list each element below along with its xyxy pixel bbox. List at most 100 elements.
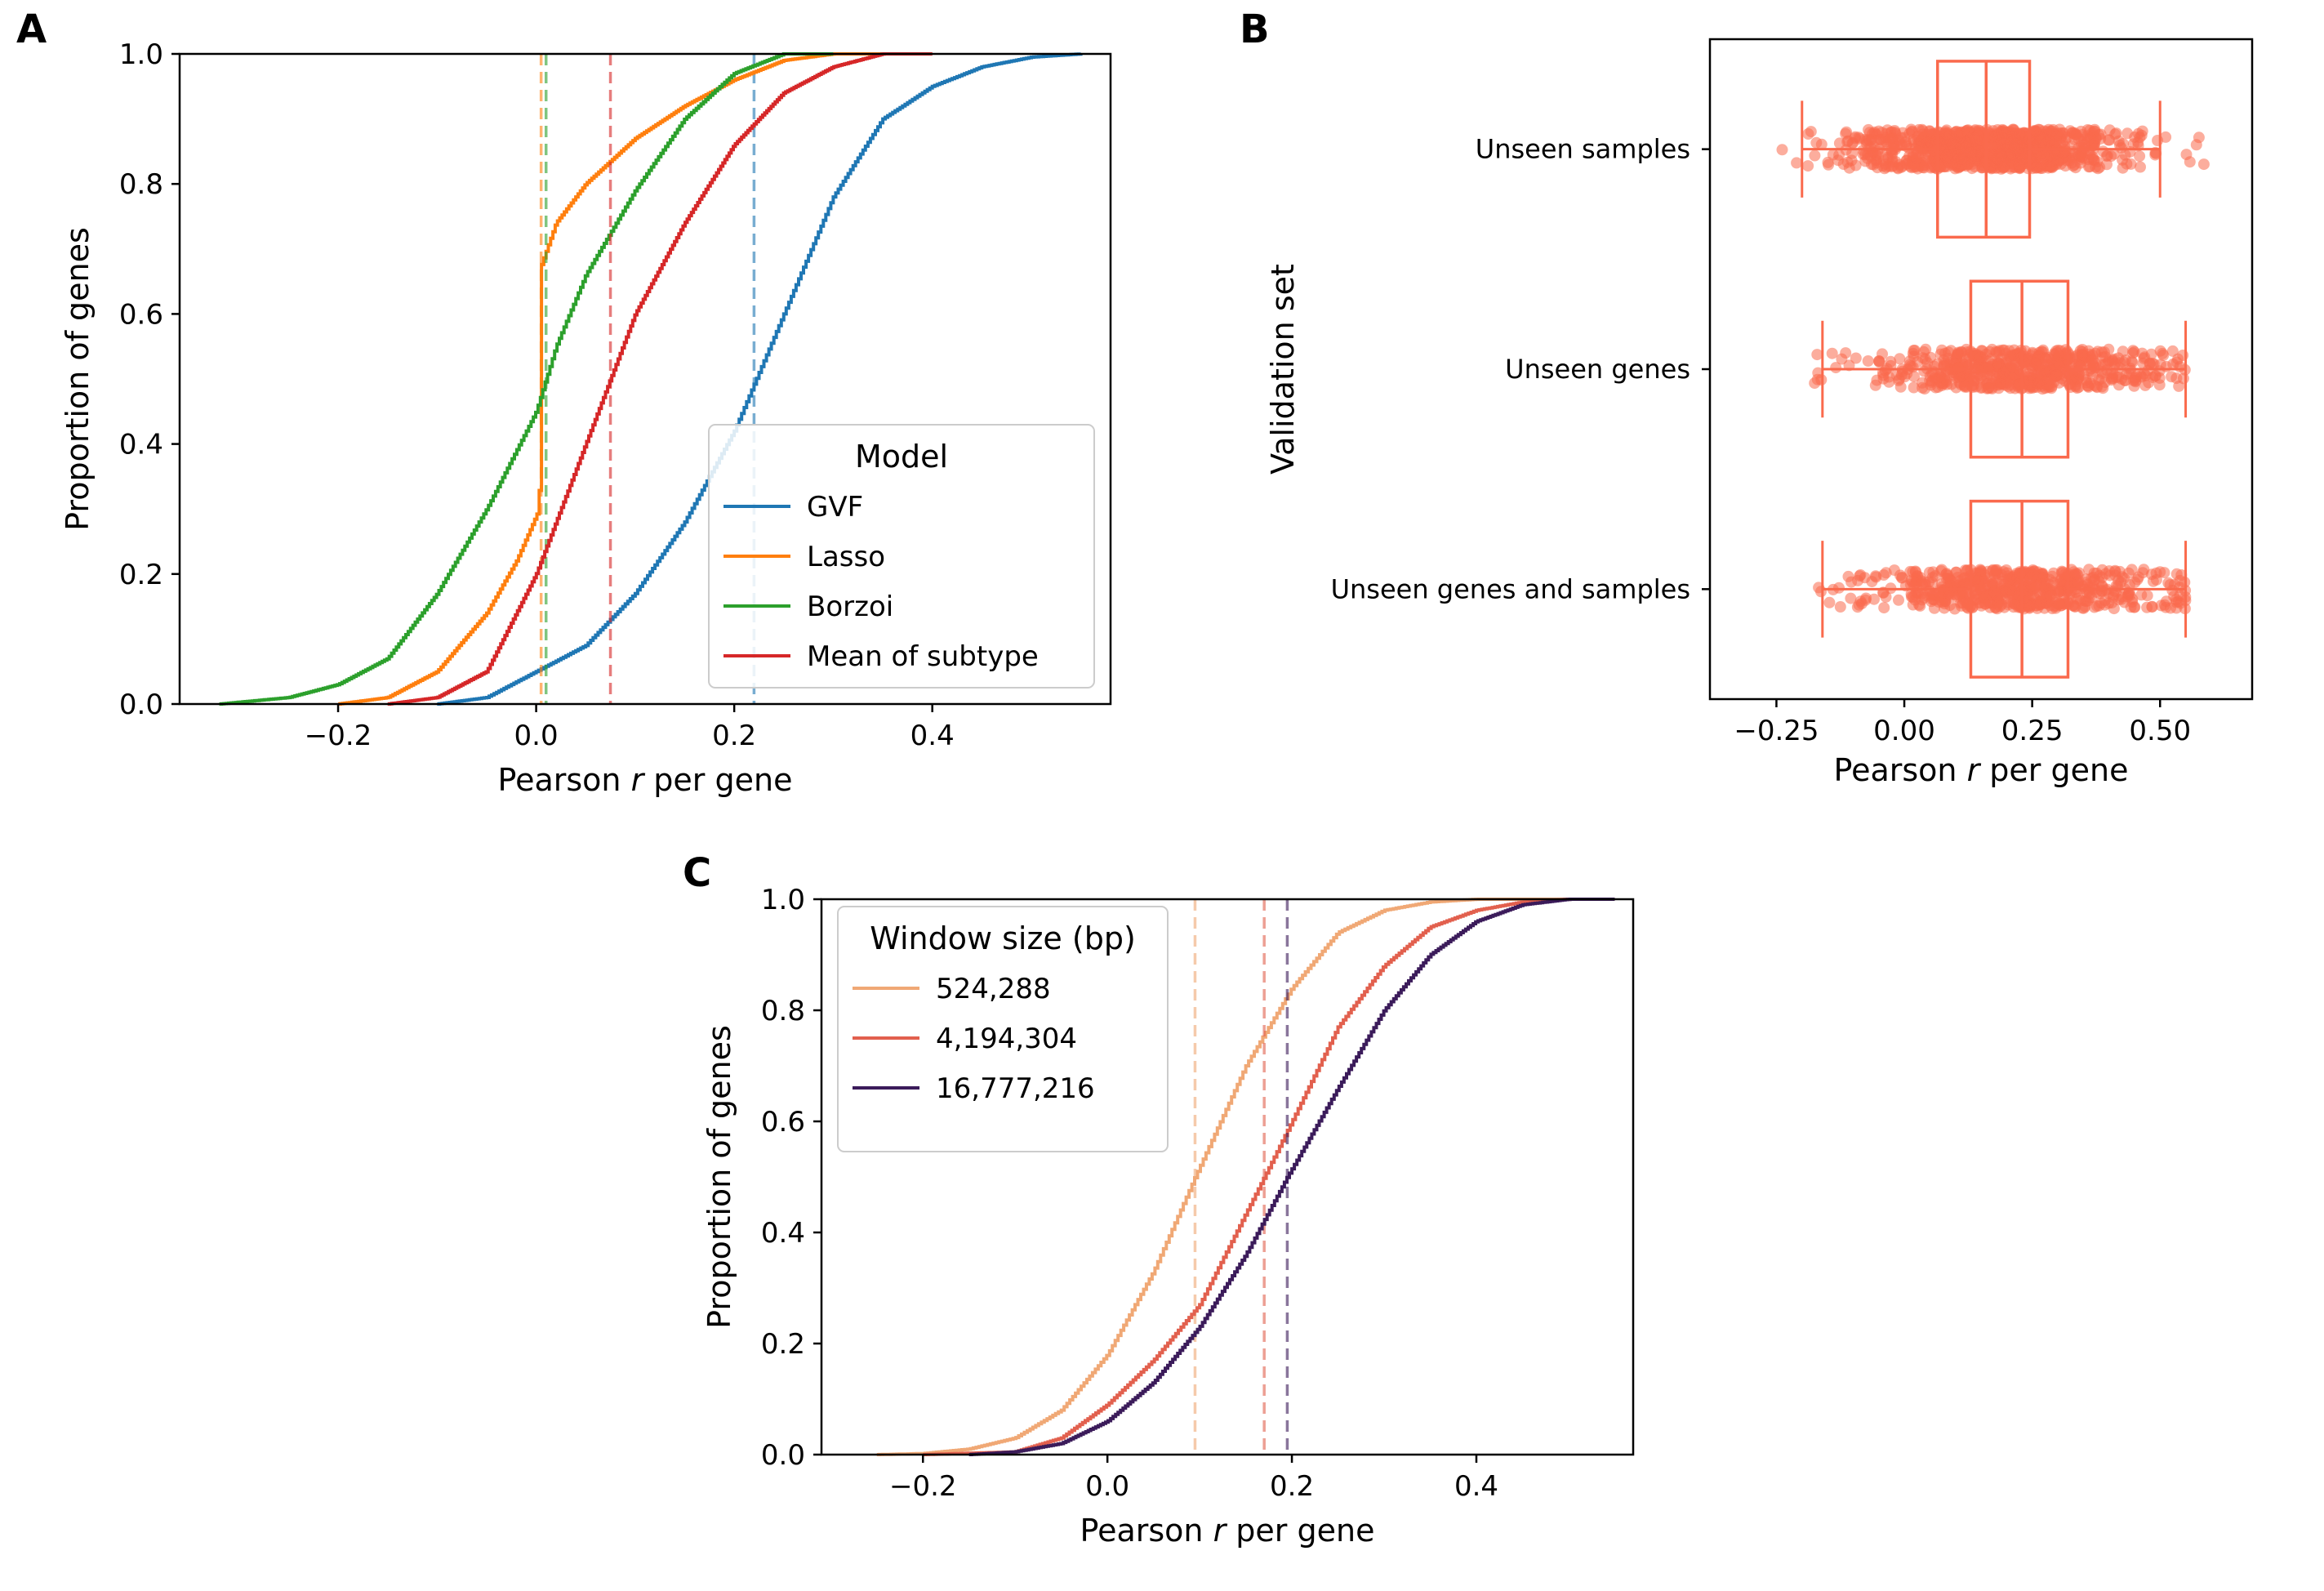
jitter-point	[1809, 149, 1821, 162]
jitter-point	[1862, 355, 1874, 367]
jitter-point	[2028, 582, 2040, 595]
jitter-point	[2184, 156, 2196, 168]
jitter-point	[1905, 123, 1917, 136]
jitter-point	[2116, 593, 2128, 605]
jitter-point	[2160, 131, 2172, 143]
y-tick-label: 0.4	[761, 1217, 805, 1250]
jitter-point	[1822, 156, 1834, 168]
jitter-point	[1802, 128, 1814, 140]
legend-label-borzoi: Borzoi	[807, 590, 893, 623]
jitter-point	[1893, 594, 1904, 606]
jitter-point	[1991, 603, 2003, 615]
jitter-point	[1939, 598, 1951, 610]
jitter-point	[1834, 601, 1846, 613]
jitter-point	[1917, 352, 1929, 364]
jitter-point	[2127, 345, 2139, 357]
legend-frame	[708, 424, 1095, 689]
jitter-point	[2036, 568, 2048, 580]
jitter-point	[1845, 592, 1857, 604]
jitter-point	[2153, 379, 2166, 391]
jitter-point	[1823, 596, 1836, 608]
jitter-point	[1992, 153, 2004, 165]
jitter-point	[1811, 349, 1823, 361]
jitter-point	[1965, 146, 1977, 158]
jitter-point	[2042, 373, 2055, 385]
jitter-point	[2056, 567, 2068, 579]
jitter-point	[1897, 365, 1908, 377]
jitter-point	[1916, 577, 1928, 590]
jitter-point	[1991, 590, 2003, 601]
jitter-point	[1985, 353, 1997, 365]
jitter-point	[2136, 125, 2148, 137]
y-tick-label: 0.6	[761, 1106, 805, 1139]
x-tick-label: 0.25	[2001, 715, 2064, 747]
jitter-point	[1841, 136, 1854, 148]
jitter-point	[2094, 161, 2106, 173]
y-tick-label: 0.8	[119, 168, 163, 201]
jitter-point	[1913, 599, 1925, 611]
x-tick-label: 0.4	[910, 720, 955, 752]
jitter-point	[2096, 564, 2108, 576]
legend-label-16-777-216: 16,777,216	[936, 1072, 1095, 1105]
series-line-borzoi	[219, 52, 834, 706]
x-tick-label: −0.2	[889, 1470, 957, 1503]
plot-frame	[1708, 38, 2254, 701]
jitter-point	[1975, 365, 1988, 377]
jitter-point	[2024, 573, 2037, 585]
jitter-point	[2128, 601, 2140, 613]
x-tick-label: 0.0	[514, 720, 559, 752]
jitter-point	[2097, 145, 2109, 158]
legend-label-gvf: GVF	[807, 491, 863, 524]
jitter-point	[2134, 150, 2146, 163]
jitter-point	[2095, 585, 2108, 597]
jitter-point	[2099, 358, 2112, 370]
jitter-point	[2157, 350, 2170, 361]
jitter-point	[1911, 153, 1923, 165]
jitter-point	[1894, 353, 1906, 365]
box-iqr	[1936, 60, 2032, 239]
x-axis-title: Pearson r per gene	[1834, 752, 2129, 788]
plot-frame	[820, 898, 1635, 1456]
jitter-point	[1833, 149, 1845, 161]
jitter-point	[1975, 583, 1987, 595]
panel-label-a: A	[16, 7, 47, 52]
series-line-lasso	[338, 52, 933, 706]
jitter-point	[2132, 571, 2144, 583]
jitter-point	[1863, 127, 1876, 139]
jitter-point	[2149, 370, 2161, 382]
jitter-point	[2117, 162, 2129, 174]
jitter-point	[2117, 154, 2129, 166]
x-tick-label: −0.2	[305, 720, 372, 752]
jitter-point	[1791, 157, 1803, 169]
jitter-point	[1809, 377, 1821, 390]
jitter-point	[1986, 140, 1998, 153]
jitter-point	[2141, 590, 2153, 602]
y-tick-label: 1.0	[119, 38, 163, 71]
jitter-point	[2155, 599, 2167, 612]
jitter-point	[1859, 572, 1871, 584]
jitter-point	[1930, 155, 1942, 167]
jitter-point	[2109, 357, 2121, 369]
jitter-point	[1959, 578, 1971, 590]
jitter-point	[1959, 381, 1971, 393]
jitter-point	[2050, 130, 2063, 142]
jitter-point	[2066, 157, 2078, 169]
series-line-524-288	[876, 898, 1615, 1456]
jitter-point	[2004, 583, 2015, 595]
jitter-point	[1986, 131, 1998, 143]
jitter-point	[2099, 595, 2111, 607]
jitter-point	[1776, 144, 1788, 156]
series-line-4-194-304	[923, 898, 1615, 1456]
legend-title: Model	[855, 439, 948, 475]
jitter-point	[2001, 377, 2014, 389]
jitter-point	[2125, 364, 2137, 377]
jitter-point	[2135, 161, 2146, 173]
jitter-point	[2190, 139, 2202, 151]
jitter-point	[1894, 158, 1906, 171]
x-axis-title: Pearson r per gene	[498, 762, 793, 798]
jitter-point	[1850, 352, 1862, 364]
legend-label-524-288: 524,288	[936, 973, 1051, 1005]
jitter-point	[2109, 569, 2121, 582]
